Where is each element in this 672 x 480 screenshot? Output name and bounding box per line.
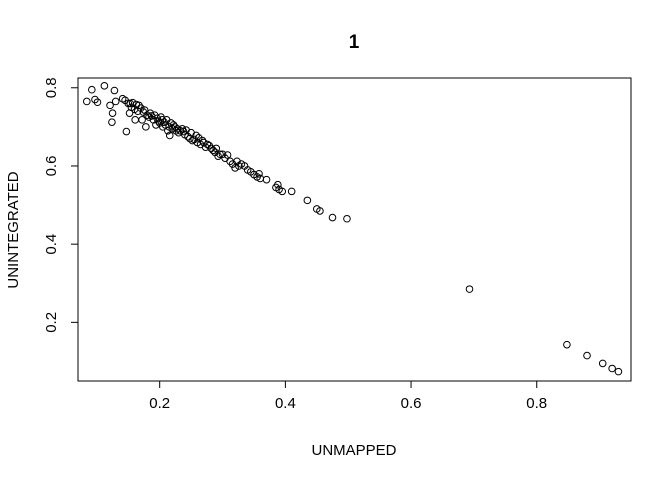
data-point <box>165 131 174 140</box>
data-point <box>111 97 120 106</box>
data-point <box>235 162 243 170</box>
data-point <box>255 169 263 178</box>
data-point <box>110 86 119 95</box>
y-tick-label: 0.4 <box>43 234 60 255</box>
data-point <box>465 285 474 293</box>
y-tick-label: 0.6 <box>43 156 60 177</box>
x-axis: 0.2 0.4 0.6 0.8 <box>149 380 547 412</box>
x-tick-label: 0.2 <box>149 395 170 412</box>
data-point <box>131 116 139 124</box>
chart-title: 1 <box>349 32 360 53</box>
data-point <box>176 126 185 135</box>
data-points <box>82 82 623 376</box>
data-point <box>93 98 102 107</box>
data-point <box>343 214 351 223</box>
data-point <box>186 134 194 143</box>
data-point <box>82 97 91 106</box>
data-point <box>100 82 109 90</box>
data-point <box>231 164 239 172</box>
x-axis-label: UNMAPPED <box>311 442 396 459</box>
data-point <box>614 367 623 376</box>
data-point <box>262 175 271 184</box>
data-point <box>142 123 150 131</box>
data-point <box>188 136 197 145</box>
data-point <box>164 126 172 135</box>
data-point <box>170 123 179 131</box>
y-tick-label: 0.2 <box>43 312 60 333</box>
data-point <box>223 151 232 159</box>
x-tick-label: 0.8 <box>526 395 547 412</box>
data-point <box>207 144 216 153</box>
data-point <box>108 118 116 126</box>
data-point <box>583 351 591 360</box>
data-point <box>199 138 208 147</box>
data-point <box>278 187 287 196</box>
y-axis-label: UNINTEGRATED <box>5 171 22 288</box>
data-point <box>214 152 222 160</box>
data-point <box>316 207 324 215</box>
data-point <box>122 127 131 136</box>
data-point <box>168 125 177 133</box>
data-point <box>203 140 212 149</box>
data-point <box>137 104 145 112</box>
data-point <box>167 119 175 127</box>
data-point <box>108 109 117 117</box>
x-tick-label: 0.6 <box>401 395 422 412</box>
y-tick-label: 0.8 <box>43 77 60 98</box>
data-point <box>212 144 221 153</box>
data-point <box>198 136 207 145</box>
x-tick-label: 0.4 <box>275 395 296 412</box>
data-point <box>218 150 227 159</box>
data-point <box>192 131 200 140</box>
data-point <box>154 117 163 125</box>
data-point <box>106 101 114 110</box>
data-point <box>287 187 296 196</box>
data-point <box>88 85 96 94</box>
data-point <box>128 98 137 107</box>
y-axis: 0.2 0.4 0.6 0.8 <box>43 77 79 333</box>
data-point <box>563 340 571 349</box>
data-point <box>216 150 224 159</box>
data-point <box>138 116 146 124</box>
data-point <box>598 359 607 368</box>
data-point <box>608 364 616 373</box>
data-point <box>274 180 282 189</box>
data-point <box>328 213 337 222</box>
data-point <box>303 196 312 205</box>
data-point <box>194 134 203 142</box>
